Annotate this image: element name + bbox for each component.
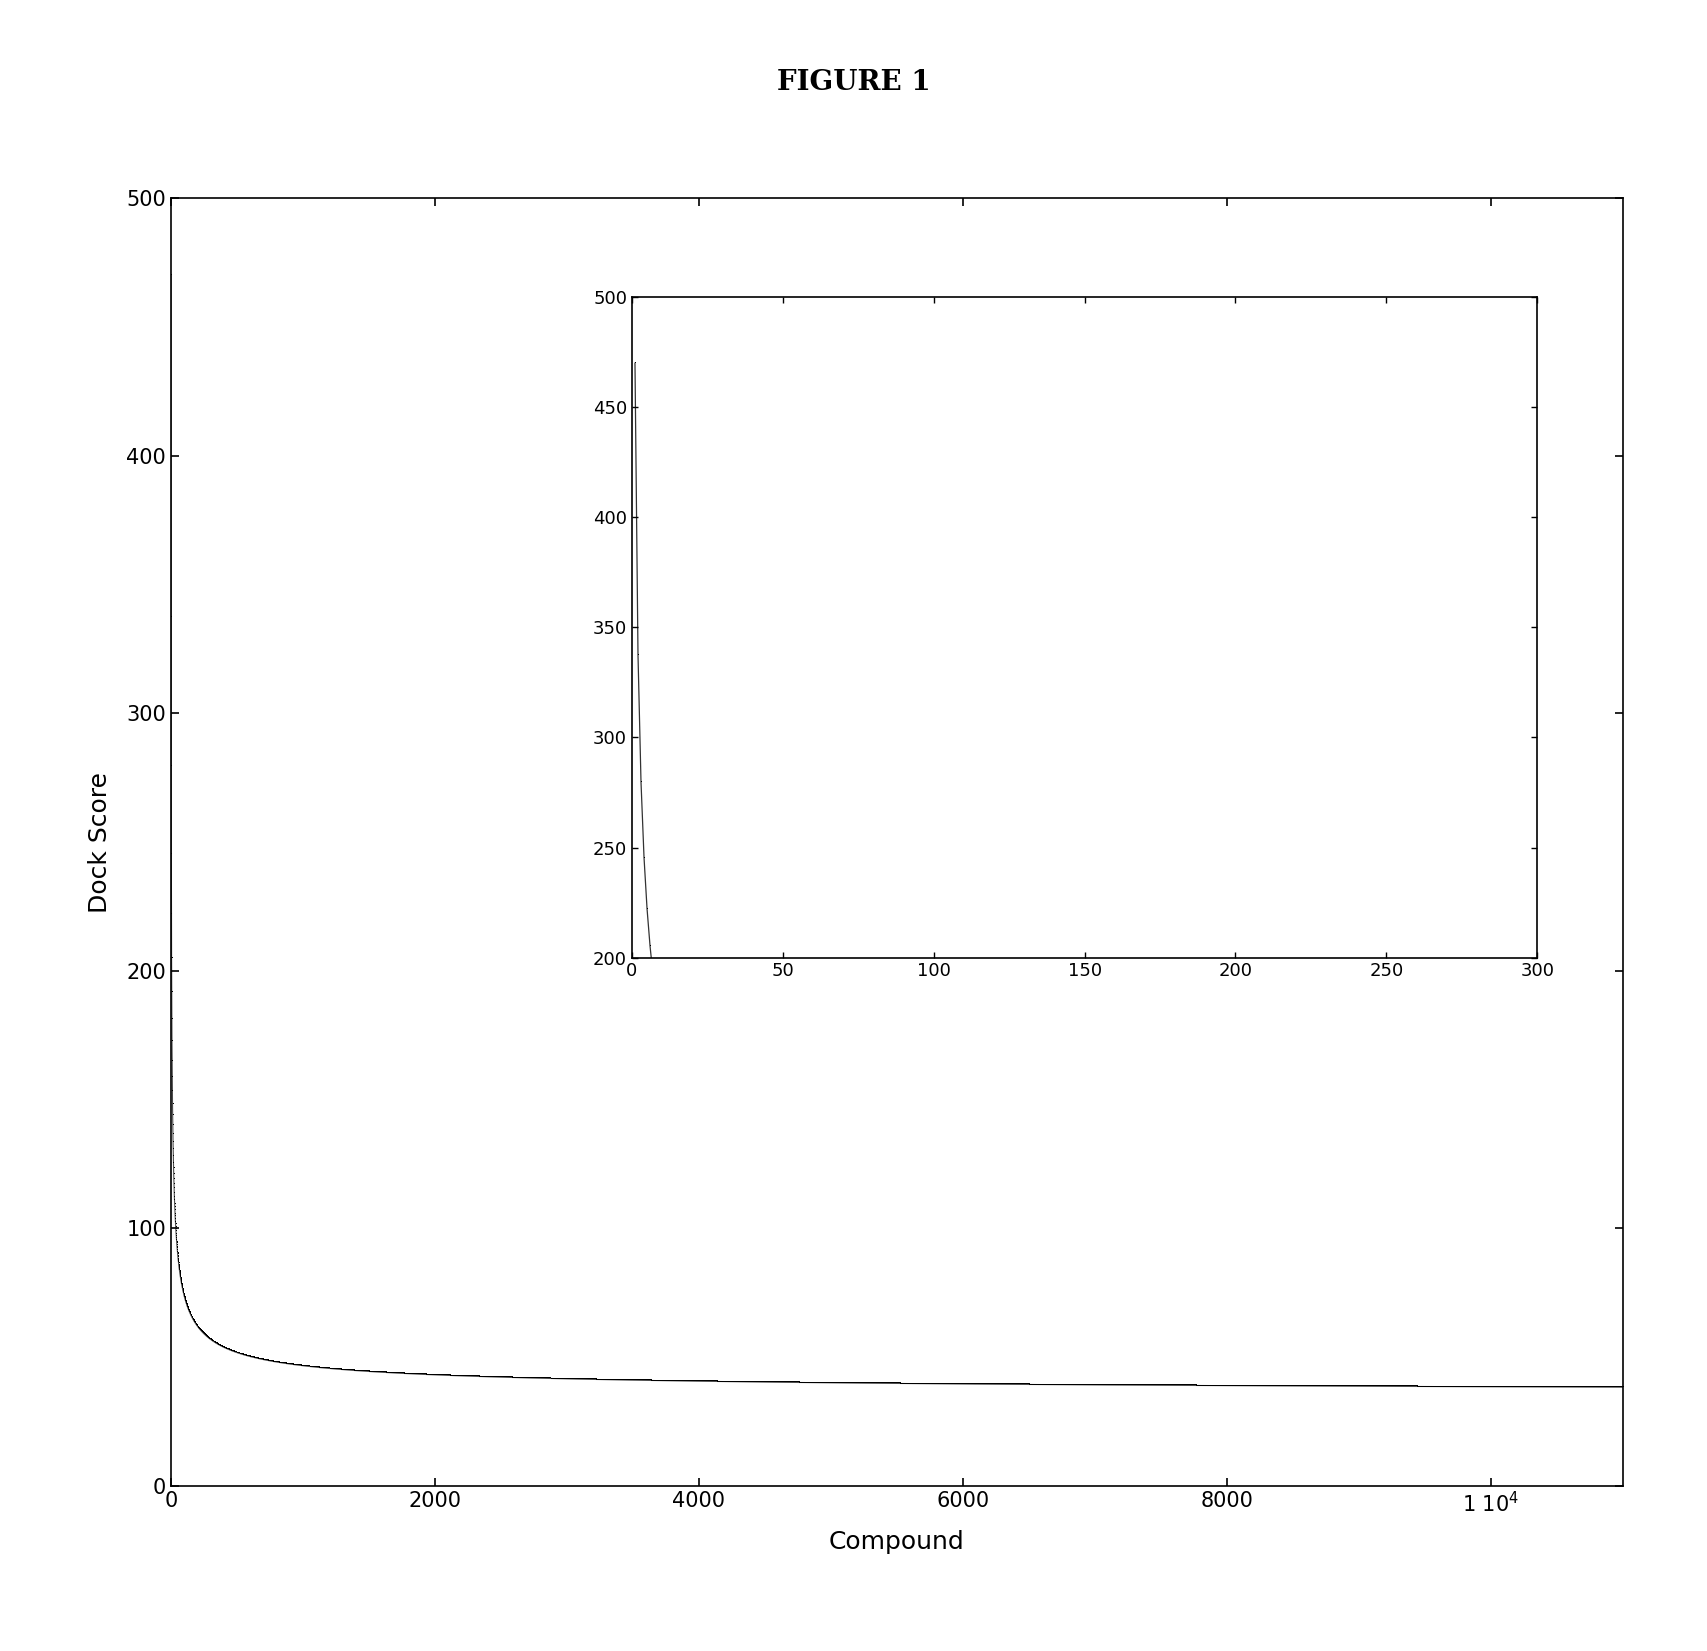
Y-axis label: Dock Score: Dock Score xyxy=(89,771,113,913)
Text: FIGURE 1: FIGURE 1 xyxy=(777,69,930,96)
X-axis label: Compound: Compound xyxy=(828,1530,964,1554)
